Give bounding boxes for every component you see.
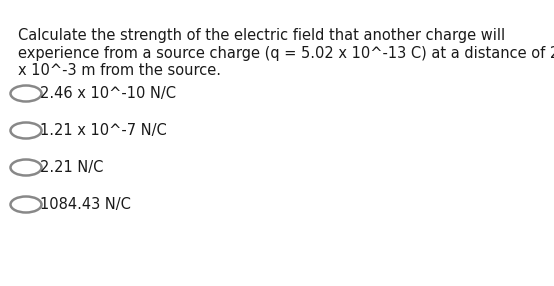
Text: 1.21 x 10^-7 N/C: 1.21 x 10^-7 N/C (40, 123, 167, 138)
Text: x 10^-3 m from the source.: x 10^-3 m from the source. (18, 63, 221, 78)
Text: Calculate the strength of the electric field that another charge will: Calculate the strength of the electric f… (18, 28, 505, 43)
Text: experience from a source charge (q = 5.02 x 10^-13 C) at a distance of 2.04: experience from a source charge (q = 5.0… (18, 45, 554, 61)
Text: 2.46 x 10^-10 N/C: 2.46 x 10^-10 N/C (40, 86, 176, 101)
Text: 2.21 N/C: 2.21 N/C (40, 160, 104, 175)
Text: 1084.43 N/C: 1084.43 N/C (40, 197, 131, 212)
